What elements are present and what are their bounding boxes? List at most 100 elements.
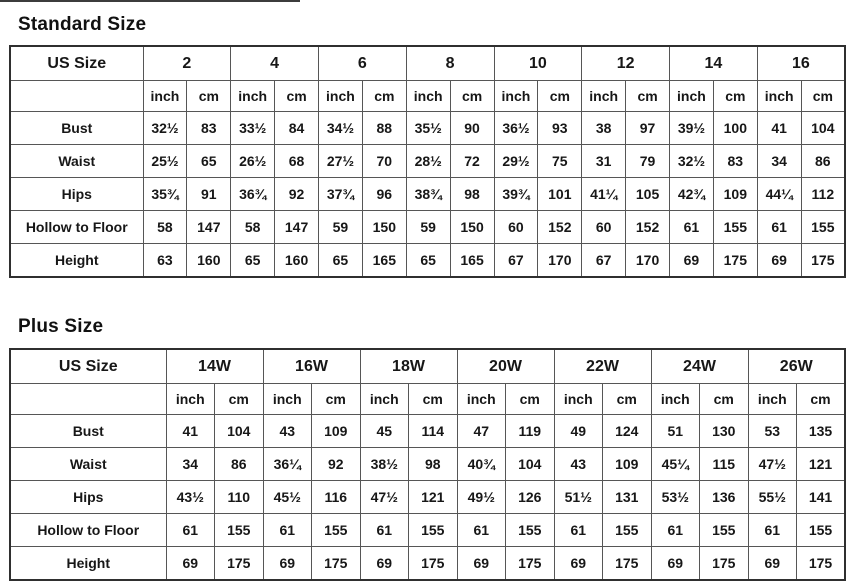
unit-header-cm-cell: cm (699, 383, 749, 415)
table-row: Waist 25½ 65 26½ 68 27½ 70 28½ 72 29½ 75 31 79 32½ 83 3… (9, 144, 846, 178)
unit-header-cm-cell: cm (712, 80, 758, 112)
value-inch-cell: 59 (318, 210, 363, 244)
measurement-label-cell: Height (9, 546, 167, 581)
value-inch-cell: 43 (553, 447, 603, 481)
unit-header-inch-cell: inch (359, 383, 409, 415)
value-cm-cell: 83 (712, 144, 758, 178)
unit-header-inch-cell: inch (756, 80, 802, 112)
value-cm-cell: 124 (602, 414, 652, 448)
value-inch-cell: 61 (262, 513, 312, 547)
value-inch-cell: 65 (405, 243, 451, 278)
value-inch-cell: 39½ (669, 111, 714, 145)
size-header-cell: 18W (359, 348, 458, 384)
value-inch-cell: 31 (581, 144, 627, 178)
value-cm-cell: 136 (699, 480, 749, 514)
value-inch-cell: 27½ (318, 144, 363, 178)
value-inch-cell: 49½ (456, 480, 506, 514)
measurement-label-cell: Bust (9, 111, 144, 145)
value-cm-cell: 98 (449, 177, 495, 211)
table-row: Height 63 160 65 160 65 165 65 165 67 170 67 170 69 17… (9, 243, 846, 278)
unit-header-cm-cell: cm (796, 383, 846, 415)
unit-header-inch-cell: inch (669, 80, 714, 112)
value-cm-cell: 88 (361, 111, 407, 145)
value-cm-cell: 104 (214, 414, 264, 448)
value-cm-cell: 121 (796, 447, 846, 481)
value-inch-cell: 41 (165, 414, 215, 448)
value-inch-cell: 40¾ (456, 447, 506, 481)
value-cm-cell: 155 (408, 513, 458, 547)
unit-header-cm-cell: cm (186, 80, 232, 112)
value-cm-cell: 112 (800, 177, 846, 211)
value-cm-cell: 126 (505, 480, 555, 514)
unit-header-cm-cell: cm (505, 383, 555, 415)
value-cm-cell: 91 (186, 177, 232, 211)
value-cm-cell: 152 (537, 210, 583, 244)
table-row: Waist 34 86 36¼ 92 38½ 98 40¾ 104 43 109 45¼ 115 47½ 1… (9, 447, 846, 481)
table-row: Bust 41 104 43 109 45 114 47 119 49 124 51 130 53 135 (9, 414, 846, 448)
size-header-cell: 22W (553, 348, 652, 384)
value-inch-cell: 58 (142, 210, 188, 244)
value-inch-cell: 69 (650, 546, 700, 581)
value-cm-cell: 114 (408, 414, 458, 448)
unit-header-inch-cell: inch (493, 80, 539, 112)
value-cm-cell: 104 (505, 447, 555, 481)
value-inch-cell: 61 (553, 513, 603, 547)
unit-header-cm-cell: cm (311, 383, 361, 415)
value-inch-cell: 34 (756, 144, 802, 178)
value-inch-cell: 65 (318, 243, 363, 278)
value-inch-cell: 32½ (142, 111, 188, 145)
value-cm-cell: 155 (214, 513, 264, 547)
value-cm-cell: 110 (214, 480, 264, 514)
us-size-label-cell: US Size (9, 348, 167, 384)
value-cm-cell: 160 (186, 243, 232, 278)
value-inch-cell: 47½ (747, 447, 797, 481)
value-inch-cell: 34 (165, 447, 215, 481)
size-header-cell: 4 (230, 45, 319, 81)
value-cm-cell: 175 (408, 546, 458, 581)
unit-header-inch-cell: inch (405, 80, 451, 112)
value-cm-cell: 130 (699, 414, 749, 448)
value-inch-cell: 61 (747, 513, 797, 547)
value-cm-cell: 147 (274, 210, 319, 244)
measurement-label-cell: Hips (9, 480, 167, 514)
size-header-cell: 8 (405, 45, 495, 81)
value-cm-cell: 98 (408, 447, 458, 481)
value-inch-cell: 36¼ (262, 447, 312, 481)
value-cm-cell: 155 (699, 513, 749, 547)
unit-header-cm-cell: cm (602, 383, 652, 415)
value-cm-cell: 141 (796, 480, 846, 514)
value-inch-cell: 69 (553, 546, 603, 581)
value-cm-cell: 155 (796, 513, 846, 547)
value-inch-cell: 61 (165, 513, 215, 547)
value-cm-cell: 96 (361, 177, 407, 211)
unit-row-spacer-cell (9, 383, 167, 415)
value-cm-cell: 165 (449, 243, 495, 278)
value-cm-cell: 104 (800, 111, 846, 145)
value-inch-cell: 53 (747, 414, 797, 448)
value-inch-cell: 67 (493, 243, 539, 278)
value-inch-cell: 69 (456, 546, 506, 581)
value-inch-cell: 47½ (359, 480, 409, 514)
unit-header-cm-cell: cm (800, 80, 846, 112)
value-inch-cell: 41 (756, 111, 802, 145)
value-cm-cell: 155 (800, 210, 846, 244)
value-inch-cell: 58 (230, 210, 276, 244)
plus-size-table-container: US Size 14W 16W 18W 20W 22W 24W 26W inch cm inch cm… (9, 348, 846, 581)
value-cm-cell: 90 (449, 111, 495, 145)
value-inch-cell: 53½ (650, 480, 700, 514)
value-inch-cell: 45¼ (650, 447, 700, 481)
table-row: Hips 43½ 110 45½ 116 47½ 121 49½ 126 51½ 131 53½ 136… (9, 480, 846, 514)
value-inch-cell: 38¾ (405, 177, 451, 211)
value-cm-cell: 105 (625, 177, 670, 211)
value-cm-cell: 68 (274, 144, 319, 178)
value-cm-cell: 101 (537, 177, 583, 211)
value-inch-cell: 36¾ (230, 177, 276, 211)
value-inch-cell: 69 (669, 243, 714, 278)
value-cm-cell: 155 (712, 210, 758, 244)
value-cm-cell: 155 (311, 513, 361, 547)
value-inch-cell: 35½ (405, 111, 451, 145)
value-inch-cell: 67 (581, 243, 627, 278)
value-inch-cell: 38 (581, 111, 627, 145)
unit-header-cm-cell: cm (449, 80, 495, 112)
value-inch-cell: 26½ (230, 144, 276, 178)
